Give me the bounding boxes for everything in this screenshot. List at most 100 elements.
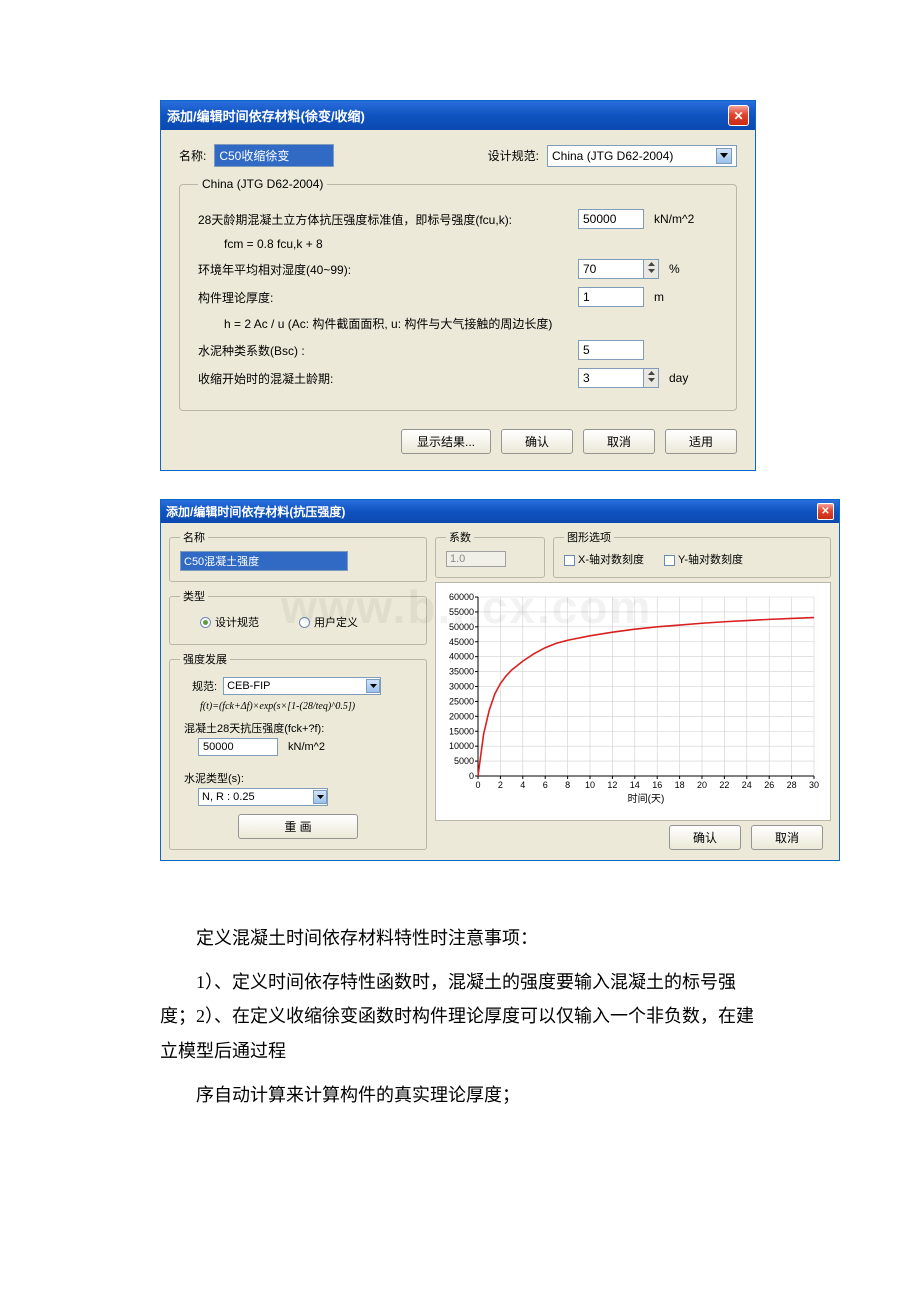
svg-text:10: 10 <box>585 780 595 790</box>
show-result-button[interactable]: 显示结果... <box>401 429 491 454</box>
age-unit: day <box>669 371 688 385</box>
graph-legend: 图形选项 <box>564 529 614 545</box>
svg-text:25000: 25000 <box>449 696 474 706</box>
radio-off-icon <box>299 617 310 628</box>
svg-text:8: 8 <box>565 780 570 790</box>
f28-unit: kN/m^2 <box>288 741 325 753</box>
dialog-title: 添加/编辑时间依存材料(徐变/收缩) <box>167 106 365 125</box>
svg-text:12: 12 <box>607 780 617 790</box>
titlebar[interactable]: 添加/编辑时间依存材料(徐变/收缩) ✕ <box>161 101 755 130</box>
comp-strength-dialog: 添加/编辑时间依存材料(抗压强度) ✕ 名称 C50混凝土强度 类型 设计规范 … <box>160 499 840 861</box>
ok-button[interactable]: 确认 <box>669 825 741 850</box>
coef-legend: 系数 <box>446 529 474 545</box>
code-select[interactable]: CEB-FIP <box>223 677 381 695</box>
svg-text:60000: 60000 <box>449 592 474 602</box>
rh-unit: % <box>669 262 680 276</box>
xlog-checkbox[interactable]: X-轴对数刻度 <box>564 551 644 567</box>
fcu-input[interactable] <box>578 209 644 229</box>
name-group: 名称 C50混凝土强度 <box>169 529 427 582</box>
rh-label: 环境年平均相对湿度(40~99): <box>198 261 578 278</box>
titlebar[interactable]: 添加/编辑时间依存材料(抗压强度) ✕ <box>161 500 839 523</box>
ok-button[interactable]: 确认 <box>501 429 573 454</box>
code-params-group: China (JTG D62-2004) 28天龄期混凝土立方体抗压强度标准值，… <box>179 177 737 411</box>
apply-button[interactable]: 适用 <box>665 429 737 454</box>
svg-text:0: 0 <box>475 780 480 790</box>
svg-text:0: 0 <box>469 771 474 781</box>
h-input[interactable] <box>578 287 644 307</box>
h-formula: h = 2 Ac / u (Ac: 构件截面面积, u: 构件与大气接触的周边长… <box>224 315 718 332</box>
svg-text:5000: 5000 <box>454 756 474 766</box>
svg-text:40000: 40000 <box>449 652 474 662</box>
cement-label: 水泥类型(s): <box>184 770 416 786</box>
type-user-radio[interactable]: 用户定义 <box>299 614 358 630</box>
fcu-label: 28天龄期混凝土立方体抗压强度标准值，即标号强度(fcu,k): <box>198 211 578 228</box>
strength-chart: 0500010000150002000025000300003500040000… <box>435 582 831 821</box>
spin-up-icon[interactable] <box>644 260 658 267</box>
design-code-select[interactable]: China (JTG D62-2004) <box>547 145 737 167</box>
cement-select[interactable]: N, R : 0.25 <box>198 788 328 806</box>
checkbox-icon <box>564 555 575 566</box>
bsc-label: 水泥种类系数(Bsc) : <box>198 342 578 359</box>
svg-text:30000: 30000 <box>449 682 474 692</box>
para-1: 定义混凝土时间依存材料特性时注意事项： <box>160 921 760 955</box>
name-input[interactable]: C50混凝土强度 <box>180 551 348 571</box>
close-icon[interactable]: ✕ <box>817 503 834 520</box>
type-code-radio[interactable]: 设计规范 <box>200 614 259 630</box>
ylog-checkbox[interactable]: Y-轴对数刻度 <box>664 551 743 567</box>
close-icon[interactable]: ✕ <box>728 105 749 126</box>
f28-label: 混凝土28天抗压强度(fck+?f): <box>184 720 416 736</box>
svg-text:55000: 55000 <box>449 607 474 617</box>
type-group: 类型 设计规范 用户定义 <box>169 588 427 645</box>
svg-text:24: 24 <box>742 780 752 790</box>
coef-input <box>446 551 506 567</box>
fcu-unit: kN/m^2 <box>654 212 694 226</box>
svg-text:6: 6 <box>543 780 548 790</box>
dev-legend: 强度发展 <box>180 651 230 667</box>
chevron-down-icon[interactable] <box>366 679 380 693</box>
svg-text:时间(天): 时间(天) <box>628 792 665 805</box>
spin-up-icon[interactable] <box>644 369 658 376</box>
svg-text:50000: 50000 <box>449 622 474 632</box>
para-2: 1）、定义时间依存特性函数时，混凝土的强度要输入混凝土的标号强度；2）、在定义收… <box>160 965 760 1068</box>
age-spinner[interactable] <box>643 368 659 388</box>
h-label: 构件理论厚度: <box>198 289 578 306</box>
svg-text:28: 28 <box>787 780 797 790</box>
svg-text:10000: 10000 <box>449 741 474 751</box>
dialog-title: 添加/编辑时间依存材料(抗压强度) <box>166 503 345 520</box>
redraw-button[interactable]: 重 画 <box>238 814 358 839</box>
checkbox-icon <box>664 555 675 566</box>
svg-text:15000: 15000 <box>449 726 474 736</box>
chevron-down-icon[interactable] <box>716 148 732 164</box>
group-legend: China (JTG D62-2004) <box>198 177 327 191</box>
spin-down-icon[interactable] <box>644 376 658 383</box>
age-input[interactable] <box>578 368 644 388</box>
fcm-formula: fcm = 0.8 fcu,k + 8 <box>224 237 718 251</box>
svg-text:14: 14 <box>630 780 640 790</box>
svg-text:20000: 20000 <box>449 711 474 721</box>
svg-text:22: 22 <box>719 780 729 790</box>
cancel-button[interactable]: 取消 <box>583 429 655 454</box>
name-input[interactable]: C50收缩徐变 <box>214 144 334 167</box>
spin-down-icon[interactable] <box>644 267 658 274</box>
graph-opts-group: 图形选项 X-轴对数刻度 Y-轴对数刻度 <box>553 529 831 578</box>
cancel-button[interactable]: 取消 <box>751 825 823 850</box>
bsc-input[interactable] <box>578 340 644 360</box>
svg-text:4: 4 <box>520 780 525 790</box>
chart-svg: 0500010000150002000025000300003500040000… <box>440 591 820 806</box>
f28-input[interactable] <box>198 738 278 756</box>
strength-dev-group: 强度发展 规范: CEB-FIP f(t)=(fck+Δf)×exp(s×[1-… <box>169 651 427 850</box>
rh-spinner[interactable] <box>643 259 659 279</box>
formula-text: f(t)=(fck+Δf)×exp(s×[1-(28/teq)^0.5]) <box>200 701 416 712</box>
svg-text:16: 16 <box>652 780 662 790</box>
h-unit: m <box>654 290 664 304</box>
age-label: 收缩开始时的混凝土龄期: <box>198 370 578 387</box>
name-legend: 名称 <box>180 529 208 545</box>
svg-text:26: 26 <box>764 780 774 790</box>
chevron-down-icon[interactable] <box>313 790 327 804</box>
rh-input[interactable] <box>578 259 644 279</box>
design-code-value: China (JTG D62-2004) <box>552 149 673 163</box>
para-3: 序自动计算来计算构件的真实理论厚度； <box>160 1078 760 1112</box>
svg-text:2: 2 <box>498 780 503 790</box>
coef-group: 系数 <box>435 529 545 578</box>
creep-shrinkage-dialog: 添加/编辑时间依存材料(徐变/收缩) ✕ 名称: C50收缩徐变 设计规范: C… <box>160 100 756 471</box>
